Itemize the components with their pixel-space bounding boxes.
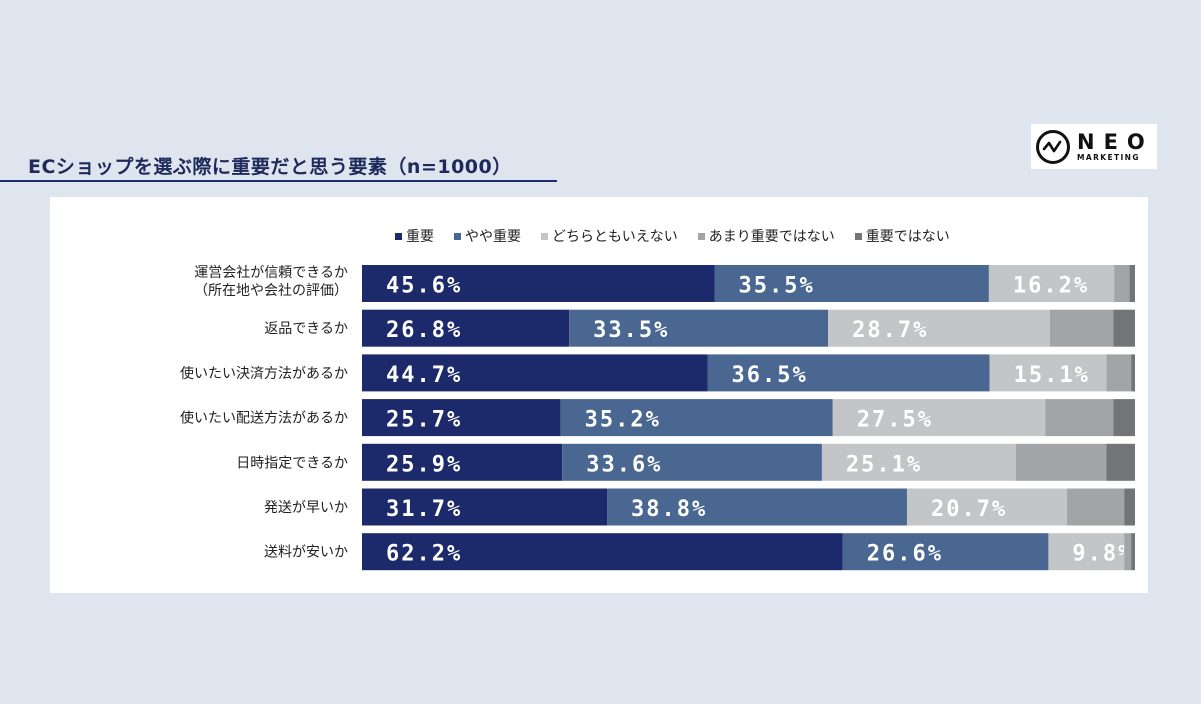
bar-segment-important xyxy=(362,354,708,392)
data-label: 15.1% xyxy=(1014,363,1090,388)
data-label: 20.7% xyxy=(931,497,1007,522)
title-underline xyxy=(0,180,557,182)
legend-label-neutral: どちらともいえない xyxy=(552,229,678,245)
bar-segment-important xyxy=(362,399,561,437)
legend-swatch-not-important xyxy=(854,232,862,240)
bar-segment-not-important xyxy=(1106,443,1135,481)
data-label: 25.1% xyxy=(846,452,922,477)
data-label: 33.5% xyxy=(593,318,669,343)
category-label: 日時指定できるか xyxy=(236,455,348,471)
data-label: 44.7% xyxy=(386,363,462,388)
legend-swatch-somewhat-important xyxy=(454,232,461,240)
bar-segment-important xyxy=(362,265,715,302)
legend-item-not-important: 重要ではない xyxy=(854,226,950,246)
category-label: （所在地や会社の評価） xyxy=(194,283,348,299)
category-label: 運営会社が信頼できるか xyxy=(194,265,348,281)
bar-segment-somewhat-important xyxy=(562,443,822,481)
data-label: 25.7% xyxy=(386,408,462,433)
category-label: 送料が安いか xyxy=(264,545,348,561)
bar-segment-somewhat-important xyxy=(607,488,907,526)
neo-logo-icon xyxy=(1036,129,1070,164)
bar-segment-neutral xyxy=(906,488,1067,526)
bar-segment-not-important xyxy=(1131,354,1135,392)
legend-swatch-important xyxy=(395,232,402,240)
data-label: 9.8% xyxy=(1072,542,1133,567)
bar-segment-not-important xyxy=(1124,488,1135,526)
logo-name: NEO xyxy=(1077,130,1154,154)
data-label: 28.7% xyxy=(852,318,928,343)
bar-segment-important xyxy=(362,533,843,571)
bar-segment-not-important xyxy=(1129,265,1135,302)
bar-segment-somewhat-important xyxy=(560,399,833,437)
legend-label-somewhat-important: やや重要 xyxy=(465,229,521,245)
bar-segment-not-very-important xyxy=(1114,265,1130,302)
bar-segment-not-very-important xyxy=(1124,533,1132,571)
chart-legend: 重要 やや重要 どちらともいえない あまり重要ではない 重要ではない xyxy=(395,226,950,246)
category-label: 使いたい決済方法があるか xyxy=(180,365,348,382)
data-label: 26.8% xyxy=(386,318,462,343)
bar-segment-neutral xyxy=(989,354,1107,392)
data-label: 45.6% xyxy=(386,274,462,299)
data-label: 26.6% xyxy=(867,542,943,567)
bar-segment-not-very-important xyxy=(1106,354,1132,392)
data-label: 62.2% xyxy=(386,542,462,567)
bar-segment-somewhat-important xyxy=(707,354,990,392)
legend-swatch-not-very-important xyxy=(697,232,705,240)
bar-segment-somewhat-important xyxy=(842,533,1049,571)
logo-subtitle: MARKETING xyxy=(1077,153,1140,162)
legend-label-not-very-important: あまり重要ではない xyxy=(708,229,835,245)
legend-item-important: 重要 xyxy=(395,226,434,246)
neo-marketing-logo: NEO MARKETING xyxy=(1031,124,1157,169)
data-label: 33.6% xyxy=(586,452,662,477)
bar-segment-important xyxy=(362,488,608,526)
bar-segment-not-very-important xyxy=(1066,488,1125,526)
category-label: 返品できるか xyxy=(264,321,348,337)
bar-segment-somewhat-important xyxy=(569,309,829,347)
bar-segment-not-very-important xyxy=(1049,309,1114,347)
bar-segment-not-very-important xyxy=(1015,443,1107,481)
data-label: 35.2% xyxy=(585,408,661,433)
bar-segment-not-important xyxy=(1131,533,1135,571)
bar-segment-neutral xyxy=(821,443,1016,481)
data-label: 36.5% xyxy=(732,363,808,388)
data-label: 27.5% xyxy=(857,408,933,433)
category-label: 発送が早いか xyxy=(264,500,348,516)
data-label: 25.9% xyxy=(386,452,462,477)
bar-segment-not-very-important xyxy=(1045,399,1114,437)
legend-item-somewhat-important: やや重要 xyxy=(454,226,521,246)
data-label: 31.7% xyxy=(386,497,462,522)
chart-title: ECショップを選ぶ際に重要だと思う要素（n=1000） xyxy=(28,156,512,178)
data-label: 35.5% xyxy=(738,274,814,299)
legend-item-neutral: どちらともいえない xyxy=(541,226,678,246)
bar-segment-somewhat-important xyxy=(714,265,989,302)
bar-segment-neutral xyxy=(828,309,1050,347)
legend-swatch-neutral xyxy=(541,232,548,240)
data-label: 16.2% xyxy=(1013,274,1089,299)
category-label: 使いたい配送方法があるか xyxy=(180,410,348,427)
data-label: 38.8% xyxy=(631,497,707,522)
bar-segment-neutral xyxy=(832,399,1046,437)
bar-segment-not-important xyxy=(1113,399,1135,437)
bar-segment-neutral xyxy=(1048,533,1125,571)
bar-segment-important xyxy=(362,309,570,347)
bar-segment-neutral xyxy=(988,265,1115,302)
legend-label-important: 重要 xyxy=(406,229,434,245)
bar-segment-important xyxy=(362,443,563,481)
chart-panel xyxy=(50,197,1148,593)
bar-segment-not-important xyxy=(1113,309,1135,347)
legend-label-not-important: 重要ではない xyxy=(865,229,950,245)
legend-item-not-very-important: あまり重要ではない xyxy=(697,226,835,246)
